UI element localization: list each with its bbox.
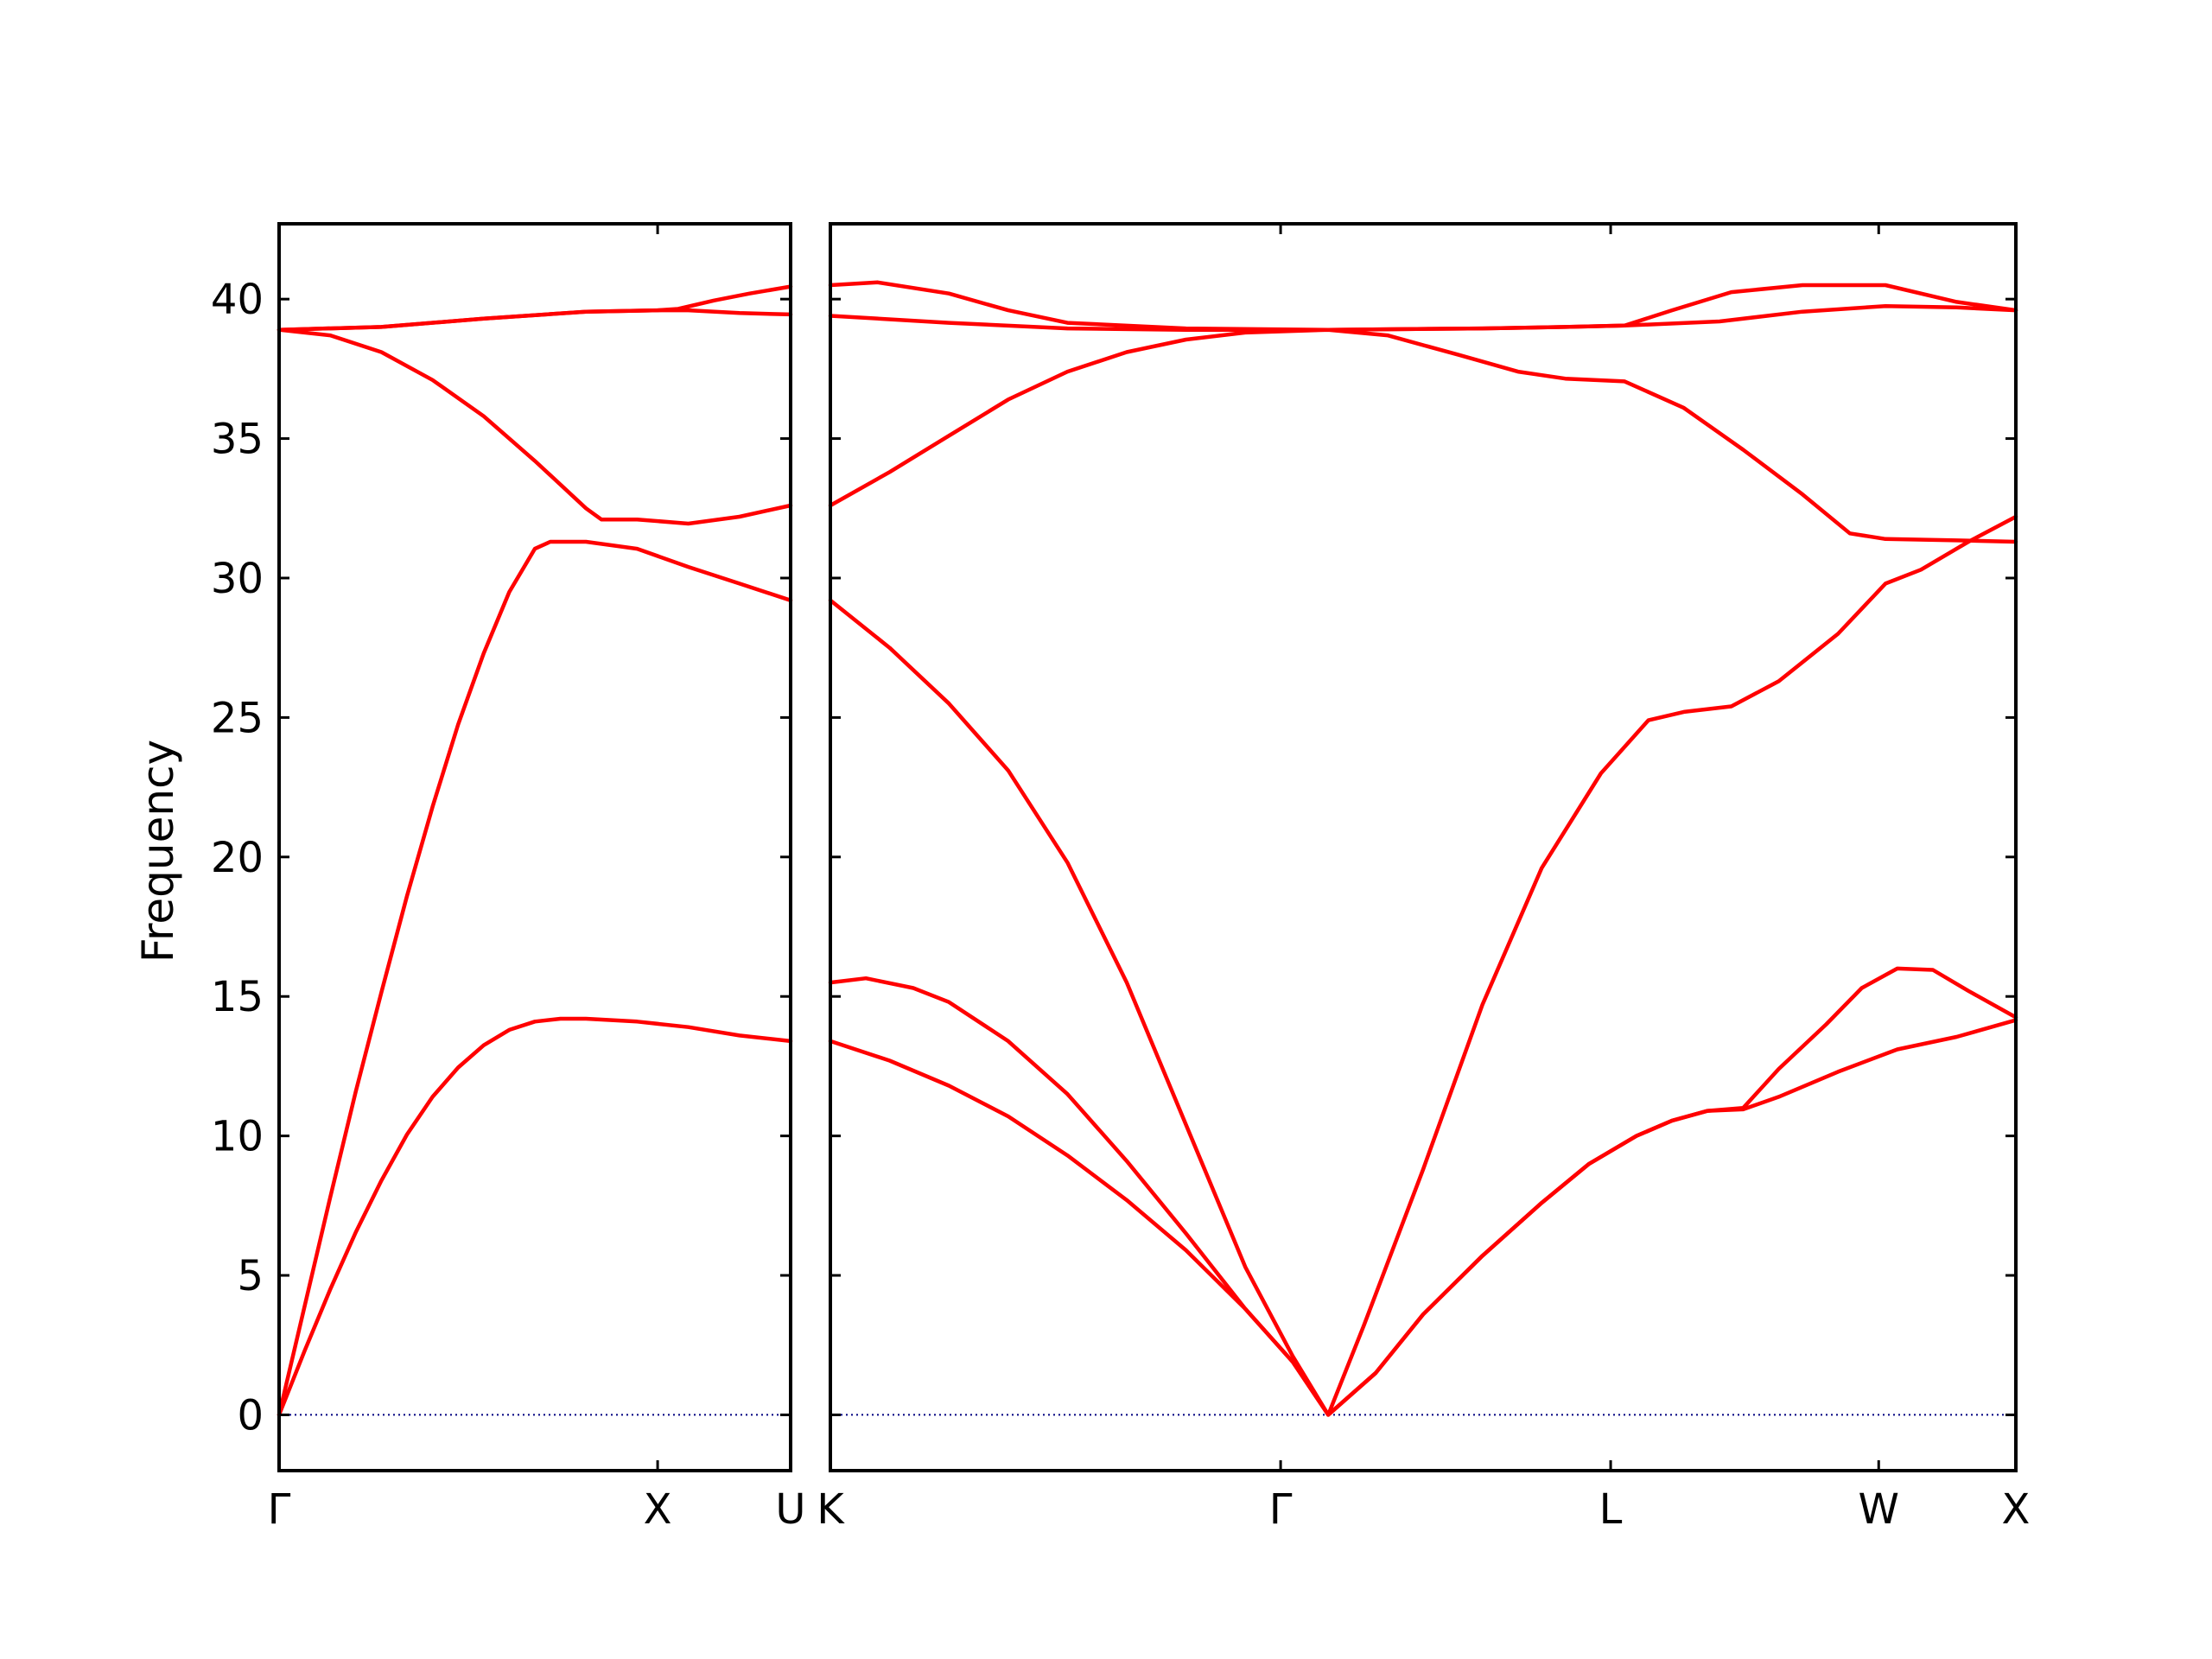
band-4-line [828,327,2018,544]
plot-frame [277,222,792,1472]
y-tick-label: 40 [211,276,264,324]
y-tick-label: 5 [237,1252,264,1300]
x-tick-label: K [817,1485,845,1534]
band-2-line [276,539,793,1417]
y-tick-label: 15 [211,973,264,1021]
y-tick-label: 35 [211,416,264,464]
plot-frame [829,222,2018,1472]
y-tick-label: 0 [237,1391,264,1440]
y-tick-labels: 0 5 10 15 20 25 30 35 40 [211,276,264,1440]
y-tick-label: 25 [211,694,264,742]
x-tick-label: X [2002,1485,2031,1534]
band-3-line [828,514,2018,1417]
x-tick-label: W [1859,1485,1899,1534]
x-tick-label: X [644,1485,672,1534]
x-tick-label: U [775,1485,805,1534]
band-6-line [828,280,2018,332]
band-3-line [276,327,793,526]
band-1-line [828,1018,2018,1417]
y-tick-label: 20 [211,834,264,882]
y-tick-label: 30 [211,555,264,603]
x-tick-label: Γ [268,1485,291,1534]
y-tick-label: 10 [211,1113,264,1161]
band-2-line [828,966,2018,1417]
x-tick-label: Γ [1269,1485,1293,1534]
band-1-line [276,1016,793,1417]
y-axis-label: Frequency [133,740,183,963]
x-tick-label: L [1599,1485,1623,1534]
band-5-line [276,284,793,332]
